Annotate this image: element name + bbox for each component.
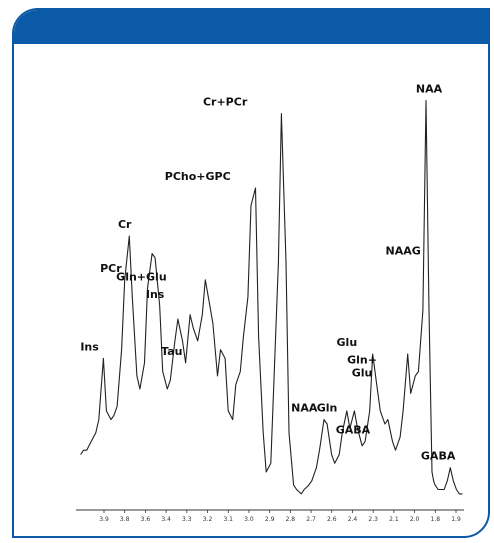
x-tick-label: 1.9	[451, 516, 461, 523]
panel-header-bar	[14, 10, 488, 44]
spectrum-panel: 3.9 3.8 3.6 3.4 3.3 3.2 3.1 3.0 2.9 2.8 2.7 2.6 2.4 2…	[12, 8, 490, 538]
x-tick-label: 2.6	[327, 516, 337, 523]
peak-label: GABA	[421, 450, 456, 463]
x-tick-label: 2.1	[389, 516, 399, 523]
peak-label: Ins	[146, 288, 165, 301]
series-layer	[80, 100, 463, 495]
peak-label: GABA	[336, 423, 371, 436]
peak-label: PCr	[100, 262, 122, 275]
x-tick-label: 3.6	[141, 516, 151, 523]
peak-label: NAAG	[386, 244, 421, 257]
peak-label: Cr+PCr	[203, 96, 248, 109]
mrs-spectrum-chart: 3.9 3.8 3.6 3.4 3.3 3.2 3.1 3.0 2.9 2.8 2.7 2.6 2.4 2…	[76, 83, 464, 523]
x-tick-label: 3.8	[120, 516, 130, 523]
x-tick-label: 3.0	[244, 516, 254, 523]
x-tick-label: 2.3	[368, 516, 378, 523]
peak-label: Glu	[352, 367, 373, 380]
x-tick-label: 3.9	[99, 516, 109, 523]
x-tick-label: 3.3	[182, 516, 192, 523]
x-tick-label: 3.1	[223, 516, 233, 523]
peak-label: PCho+GPC	[165, 170, 231, 183]
x-tick-label: 2.7	[306, 516, 316, 523]
x-tick-label: 2.0	[410, 516, 420, 523]
peak-label: Cr	[118, 218, 132, 231]
x-tick-label: 2.4	[348, 516, 358, 523]
peak-label: Gln+	[347, 354, 377, 367]
x-tick-label: 2.8	[286, 516, 296, 523]
x-tick-label: 2.9	[265, 516, 275, 523]
peak-label: Gln+Glu	[116, 271, 166, 284]
peak-label: NAA	[291, 402, 318, 415]
peak-label: NAA	[416, 83, 443, 96]
spectrum-line	[80, 100, 463, 495]
x-tick-label: 1.8	[431, 516, 441, 523]
peak-label: Ins	[80, 340, 99, 353]
x-axis: 3.9 3.8 3.6 3.4 3.3 3.2 3.1 3.0 2.9 2.8 2.7 2.6 2.4 2…	[76, 509, 464, 523]
x-tick-label: 3.4	[161, 516, 171, 523]
peak-label: Tau	[161, 345, 182, 358]
peak-label: Gln	[317, 402, 338, 415]
peak-label: Glu	[337, 336, 358, 349]
x-tick-label: 3.2	[203, 516, 213, 523]
